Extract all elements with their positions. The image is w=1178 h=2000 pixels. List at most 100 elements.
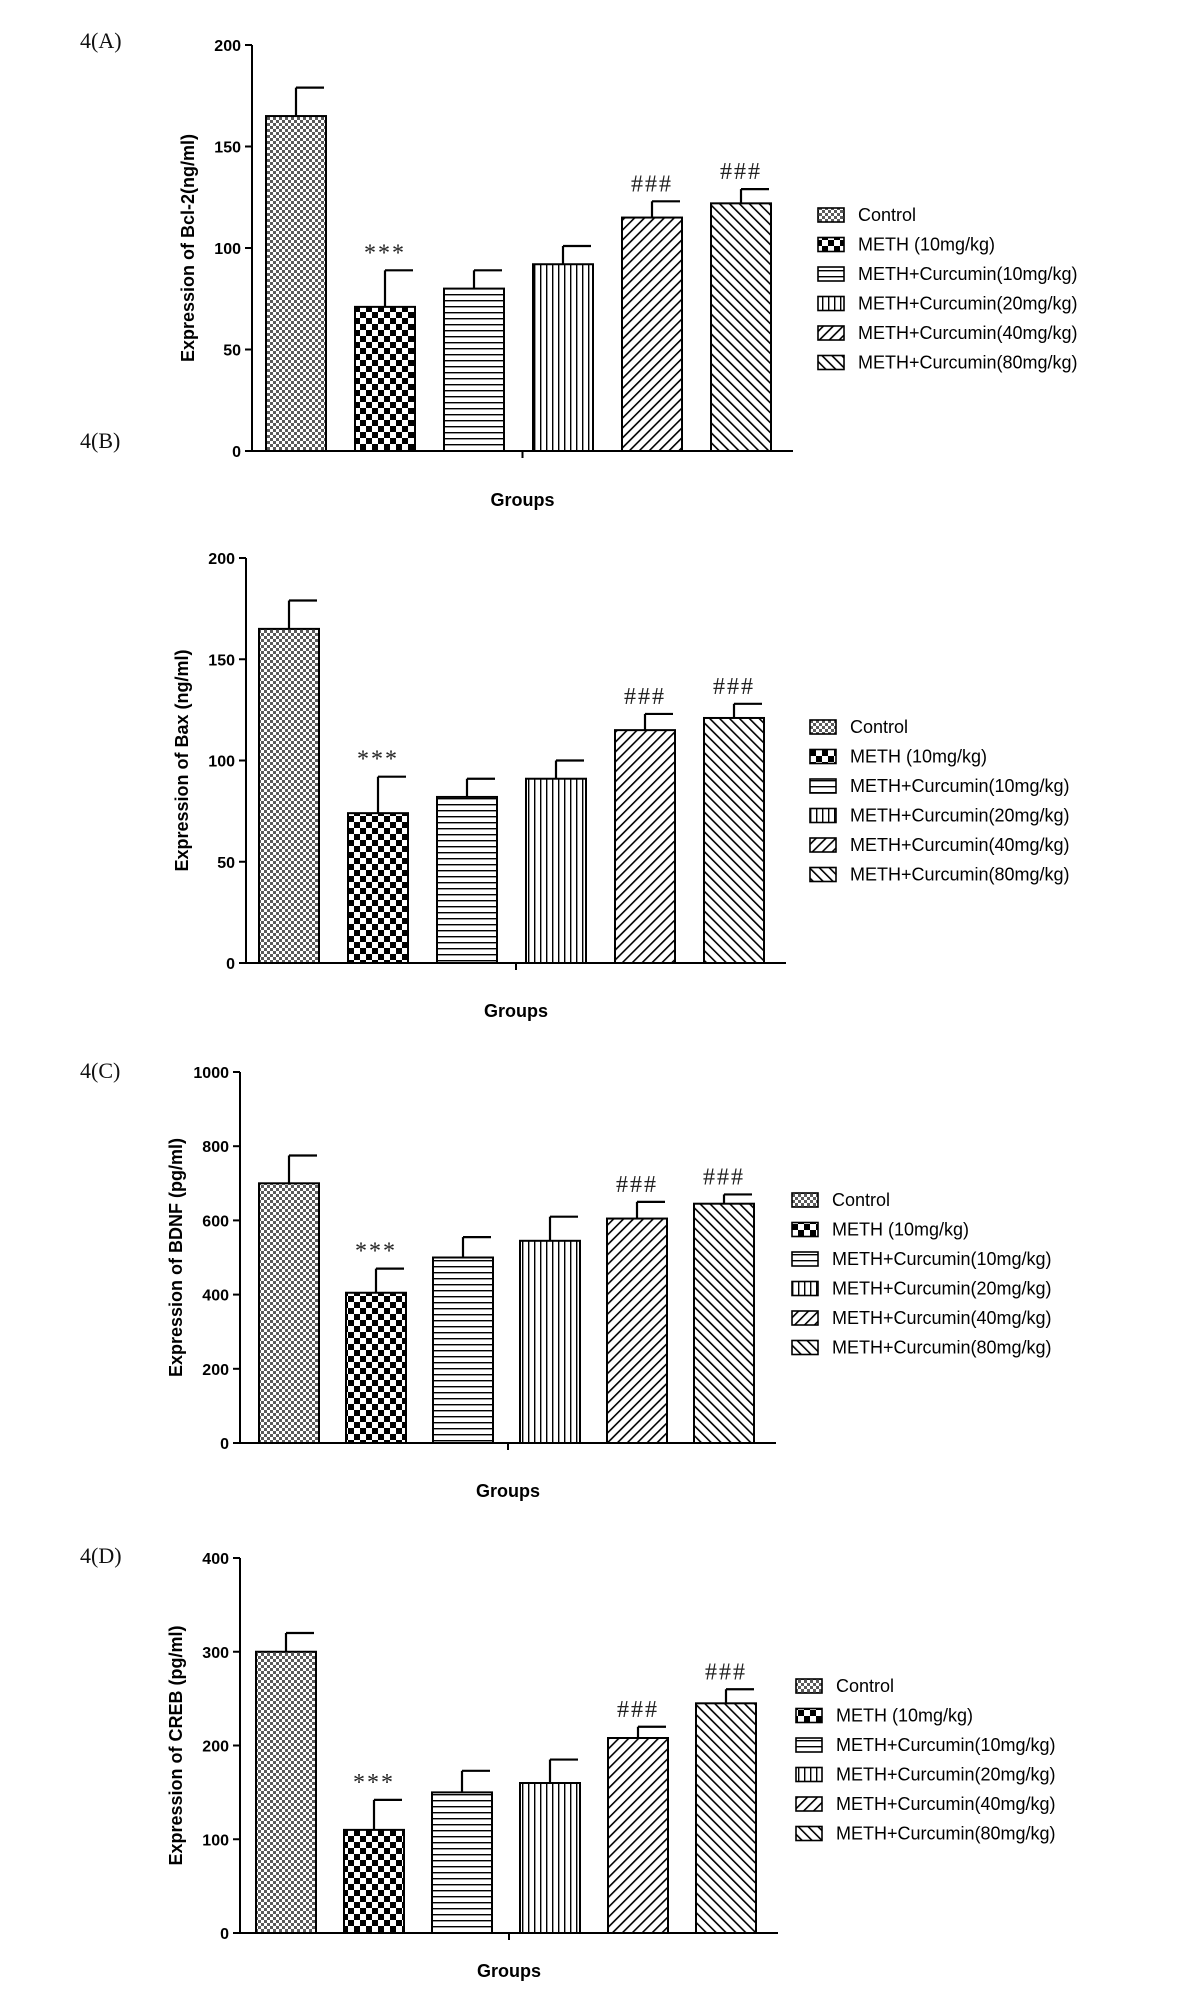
legend-swatch <box>795 1707 823 1724</box>
y-tick-label: 200 <box>202 1362 229 1379</box>
legend-label: Control <box>858 205 916 225</box>
legend-label: METH+Curcumin(80mg/kg) <box>832 1338 1052 1358</box>
bar <box>703 716 765 964</box>
significance-label: *** <box>364 240 406 266</box>
legend-label: METH+Curcumin(10mg/kg) <box>858 264 1078 284</box>
y-tick-label: 200 <box>202 1739 229 1756</box>
significance-label: ### <box>720 159 762 185</box>
legend-label: METH (10mg/kg) <box>836 1706 973 1726</box>
legend-swatch <box>817 354 845 371</box>
legend-label: METH (10mg/kg) <box>832 1220 969 1240</box>
significance-label: *** <box>357 747 399 773</box>
legend-label: METH (10mg/kg) <box>858 235 995 255</box>
legend-swatch <box>817 295 845 312</box>
legend-swatch <box>795 1678 823 1694</box>
significance-label: ### <box>616 1172 658 1198</box>
legend-swatch <box>809 807 837 824</box>
bar <box>255 1650 317 1934</box>
legend-swatch <box>791 1310 819 1326</box>
legend-label: Control <box>832 1190 890 1210</box>
significance-label: ### <box>705 1659 747 1685</box>
y-tick-label: 400 <box>202 1288 229 1305</box>
y-tick-label: 50 <box>223 343 241 360</box>
legend-label: METH+Curcumin(40mg/kg) <box>858 323 1078 343</box>
legend-label: METH+Curcumin(40mg/kg) <box>832 1308 1052 1328</box>
legend-label: METH+Curcumin(20mg/kg) <box>832 1279 1052 1299</box>
legend-label: METH+Curcumin(80mg/kg) <box>850 865 1070 885</box>
y-axis-title: Expression of Bax (ng/ml) <box>172 649 192 871</box>
legend-label: METH+Curcumin(40mg/kg) <box>850 835 1070 855</box>
bar <box>345 1291 407 1444</box>
bar <box>443 287 505 452</box>
bar <box>432 1256 494 1444</box>
bar <box>347 812 409 965</box>
y-tick-label: 0 <box>220 1926 229 1943</box>
y-tick-label: 400 <box>202 1551 229 1568</box>
y-axis-title: Expression of CREB (pg/ml) <box>166 1625 186 1865</box>
bar <box>614 729 676 964</box>
legend-swatch <box>791 1280 819 1297</box>
bar <box>525 777 587 964</box>
y-tick-label: 1000 <box>193 1065 229 1082</box>
y-tick-label: 300 <box>202 1645 229 1662</box>
y-tick-label: 100 <box>208 754 235 771</box>
legend-swatch <box>817 266 845 282</box>
legend-swatch <box>791 1221 819 1238</box>
x-axis-title: Groups <box>476 1481 540 1501</box>
bar <box>710 202 772 452</box>
chart-panel-4: 4(D) 0 100 200 300 400 Expression of CREB (pg/… <box>80 1543 1056 1981</box>
legend-swatch <box>817 236 845 253</box>
legend-label: METH+Curcumin(10mg/kg) <box>850 776 1070 796</box>
legend-swatch <box>791 1339 819 1356</box>
significance-label: ### <box>713 674 755 700</box>
y-tick-label: 0 <box>226 956 235 973</box>
legend-swatch <box>795 1737 823 1753</box>
legend-swatch <box>795 1766 823 1783</box>
significance-label: ### <box>617 1697 659 1723</box>
panel-label: 4(C) <box>80 1058 120 1083</box>
bar <box>606 1217 668 1445</box>
panel-label: 4(A) <box>80 28 122 53</box>
y-tick-label: 100 <box>214 241 241 258</box>
y-tick-label: 150 <box>214 140 241 157</box>
y-tick-label: 600 <box>202 1213 229 1230</box>
bar <box>607 1737 669 1934</box>
bar <box>354 305 416 452</box>
legend-swatch <box>817 207 845 223</box>
y-tick-label: 200 <box>214 38 241 55</box>
bar <box>436 795 498 965</box>
bar <box>519 1782 581 1934</box>
y-tick-label: 200 <box>208 551 235 568</box>
panel-label: 4(D) <box>80 1543 122 1568</box>
legend-swatch <box>791 1251 819 1267</box>
bar <box>258 1182 320 1445</box>
x-axis-title: Groups <box>490 490 554 510</box>
bar <box>519 1239 581 1445</box>
legend-swatch <box>809 748 837 765</box>
legend-swatch <box>817 325 845 341</box>
y-axis-title: Expression of Bcl-2(ng/ml) <box>178 134 198 362</box>
legend-label: METH (10mg/kg) <box>850 747 987 767</box>
panel-label: 4(B) <box>80 428 120 453</box>
legend-label: METH+Curcumin(20mg/kg) <box>836 1765 1056 1785</box>
y-axis-title: Expression of BDNF (pg/ml) <box>166 1138 186 1377</box>
x-axis-title: Groups <box>477 1961 541 1981</box>
bar <box>343 1828 405 1934</box>
legend-swatch <box>809 837 837 853</box>
legend-label: METH+Curcumin(20mg/kg) <box>850 806 1070 826</box>
legend-swatch <box>795 1825 823 1842</box>
legend-label: Control <box>850 717 908 737</box>
legend-label: METH+Curcumin(10mg/kg) <box>832 1249 1052 1269</box>
significance-label: ### <box>631 171 673 197</box>
significance-label: ### <box>624 684 666 710</box>
legend-label: Control <box>836 1676 894 1696</box>
legend-swatch <box>791 1192 819 1208</box>
bar <box>431 1791 493 1934</box>
legend-label: METH+Curcumin(10mg/kg) <box>836 1735 1056 1755</box>
chart-panel-3: 4(C) 0 200 400 600 800 1000 Expression of BDNF … <box>80 1058 1052 1501</box>
significance-label: *** <box>353 1770 395 1796</box>
y-tick-label: 800 <box>202 1139 229 1156</box>
bar <box>258 627 320 964</box>
significance-label: *** <box>355 1239 397 1265</box>
